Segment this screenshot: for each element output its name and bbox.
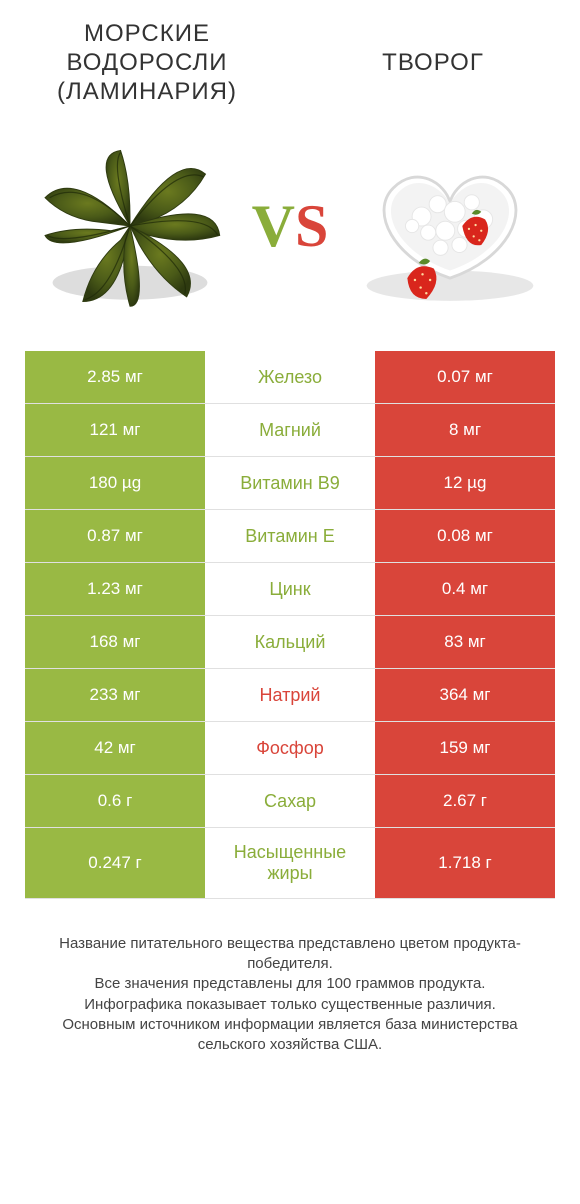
table-row: 233 мгНатрий364 мг: [25, 669, 555, 722]
cell-nutrient-name: Витамин B9: [205, 457, 375, 509]
cell-left-value: 0.247 г: [25, 828, 205, 897]
cell-left-value: 121 мг: [25, 404, 205, 456]
table-row: 2.85 мгЖелезо0.07 мг: [25, 351, 555, 404]
cell-nutrient-name: Магний: [205, 404, 375, 456]
cell-left-value: 0.6 г: [25, 775, 205, 827]
cell-left-value: 0.87 мг: [25, 510, 205, 562]
cell-left-value: 1.23 мг: [25, 563, 205, 615]
table-row: 0.6 гСахар2.67 г: [25, 775, 555, 828]
cell-right-value: 2.67 г: [375, 775, 555, 827]
note-line-4: Основным источником информации является …: [30, 1015, 550, 1056]
cell-right-value: 12 µg: [375, 457, 555, 509]
cell-right-value: 0.07 мг: [375, 351, 555, 403]
nutrient-table: 2.85 мгЖелезо0.07 мг121 мгМагний8 мг180 …: [0, 351, 580, 898]
images-row: VS: [0, 116, 580, 351]
footnotes: Название питательного вещества представл…: [0, 899, 580, 1056]
cell-right-value: 364 мг: [375, 669, 555, 721]
cell-nutrient-name: Витамин E: [205, 510, 375, 562]
cell-nutrient-name: Насыщенные жиры: [205, 828, 375, 897]
vs-v: V: [252, 193, 295, 259]
cell-right-value: 8 мг: [375, 404, 555, 456]
product-image-left: [30, 126, 230, 326]
product-image-right: [350, 126, 550, 326]
cell-right-value: 0.08 мг: [375, 510, 555, 562]
table-row: 0.247 гНасыщенные жиры1.718 г: [25, 828, 555, 898]
cell-right-value: 0.4 мг: [375, 563, 555, 615]
cottage-cheese-icon: [350, 136, 550, 316]
header-right: ТВОРОГ: [316, 20, 550, 106]
cell-left-value: 168 мг: [25, 616, 205, 668]
table-row: 1.23 мгЦинк0.4 мг: [25, 563, 555, 616]
cell-left-value: 180 µg: [25, 457, 205, 509]
cell-left-value: 233 мг: [25, 669, 205, 721]
note-line-3: Инфографика показывает только существенн…: [30, 995, 550, 1015]
cell-right-value: 1.718 г: [375, 828, 555, 897]
table-row: 180 µgВитамин B912 µg: [25, 457, 555, 510]
header-left-line2: ВОДОРОСЛИ: [67, 49, 228, 78]
table-row: 121 мгМагний8 мг: [25, 404, 555, 457]
cell-right-value: 83 мг: [375, 616, 555, 668]
cell-nutrient-name: Кальций: [205, 616, 375, 668]
header: МОРСКИЕ ВОДОРОСЛИ (ЛАМИНАРИЯ) ТВОРОГ: [0, 0, 580, 116]
cell-nutrient-name: Цинк: [205, 563, 375, 615]
cell-nutrient-name: Фосфор: [205, 722, 375, 774]
header-left: МОРСКИЕ ВОДОРОСЛИ (ЛАМИНАРИЯ): [30, 20, 264, 106]
table-row: 168 мгКальций83 мг: [25, 616, 555, 669]
vs-s: S: [295, 193, 328, 259]
note-line-1: Название питательного вещества представл…: [30, 934, 550, 975]
header-left-line3: (ЛАМИНАРИЯ): [57, 78, 237, 107]
cell-right-value: 159 мг: [375, 722, 555, 774]
table-row: 0.87 мгВитамин E0.08 мг: [25, 510, 555, 563]
header-left-line1: МОРСКИЕ: [84, 20, 210, 49]
header-right-text: ТВОРОГ: [382, 49, 484, 78]
cell-nutrient-name: Железо: [205, 351, 375, 403]
table-row: 42 мгФосфор159 мг: [25, 722, 555, 775]
cell-nutrient-name: Натрий: [205, 669, 375, 721]
seaweed-icon: [35, 141, 225, 311]
cell-left-value: 42 мг: [25, 722, 205, 774]
cell-nutrient-name: Сахар: [205, 775, 375, 827]
vs-label: VS: [252, 192, 329, 261]
note-line-2: Все значения представлены для 100 граммо…: [30, 974, 550, 994]
cell-left-value: 2.85 мг: [25, 351, 205, 403]
